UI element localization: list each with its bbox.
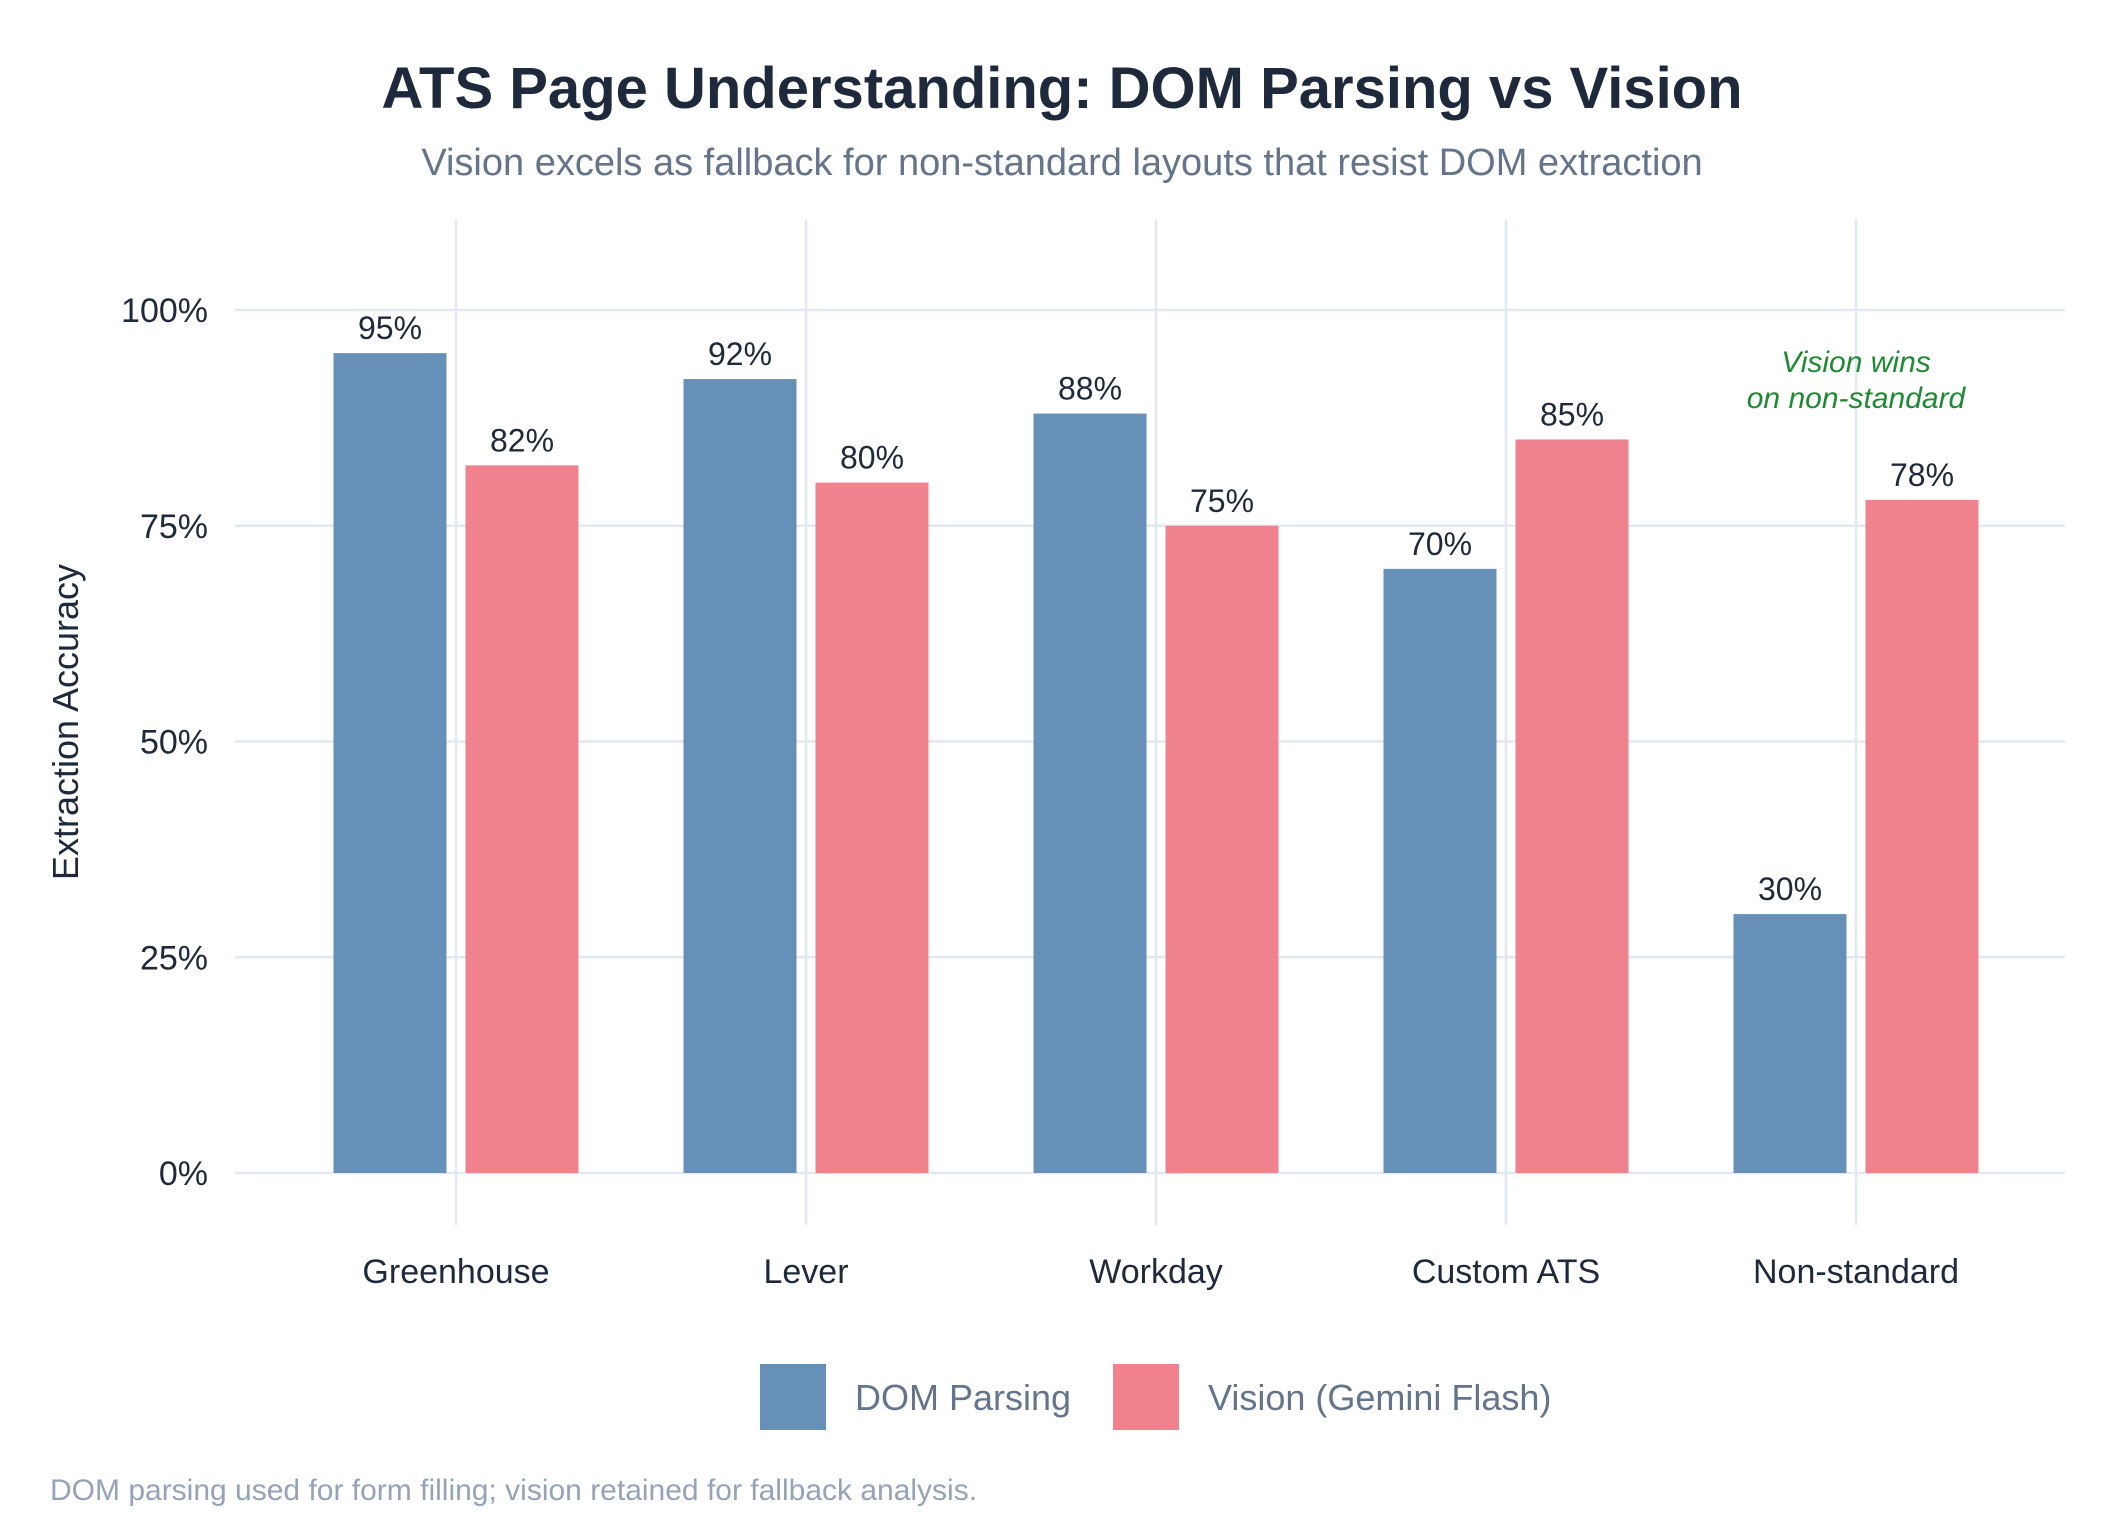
bar-vision-workday xyxy=(1165,525,1279,1173)
bar-vision-lever xyxy=(815,482,929,1174)
data-label: 30% xyxy=(1758,871,1822,907)
chart-title: ATS Page Understanding: DOM Parsing vs V… xyxy=(381,56,1742,121)
y-axis-label: Extraction Accuracy xyxy=(45,564,86,880)
chart-caption: DOM parsing used for form filling; visio… xyxy=(50,1474,977,1507)
data-label: 75% xyxy=(1190,483,1254,519)
bar-dom-workday xyxy=(1033,413,1147,1173)
legend-label: DOM Parsing xyxy=(855,1377,1071,1418)
legend-label: Vision (Gemini Flash) xyxy=(1208,1377,1551,1418)
data-label: 92% xyxy=(708,336,772,372)
data-label: 78% xyxy=(1890,457,1954,493)
y-tick-label: 25% xyxy=(140,939,208,977)
x-tick-label: Greenhouse xyxy=(362,1253,549,1291)
annotation-line: Vision wins xyxy=(1781,346,1931,379)
annotation-line: on non-standard xyxy=(1747,382,1967,415)
legend-item: Vision (Gemini Flash) xyxy=(1113,1364,1551,1430)
bar-vision-non-standard xyxy=(1865,499,1979,1173)
y-axis: 0% 25% 50% 75% 100% xyxy=(121,292,208,1193)
bar-dom-greenhouse xyxy=(333,353,447,1173)
y-tick-label: 50% xyxy=(140,724,208,762)
data-label: 82% xyxy=(490,422,554,458)
bar-vision-greenhouse xyxy=(465,465,579,1174)
x-tick-label: Workday xyxy=(1089,1253,1223,1291)
x-tick-label: Custom ATS xyxy=(1412,1253,1600,1291)
x-axis: Greenhouse Lever Workday Custom ATS Non-stan… xyxy=(362,1253,1959,1291)
y-tick-label: 75% xyxy=(140,508,208,546)
legend: DOM Parsing Vision (Gemini Flash) xyxy=(760,1364,1551,1430)
legend-swatch xyxy=(1113,1364,1179,1430)
legend-swatch xyxy=(760,1364,826,1430)
bar-dom-lever xyxy=(683,379,797,1173)
y-tick-label: 100% xyxy=(121,292,208,330)
bar-dom-custom-ats xyxy=(1383,568,1497,1173)
data-labels: 95% 92% 88% 70% 30% 82% 80% 75% 85% 78% xyxy=(358,310,1954,907)
bar-vision-custom-ats xyxy=(1515,439,1629,1173)
chart-subtitle: Vision excels as fallback for non-standa… xyxy=(421,142,1702,184)
data-label: 95% xyxy=(358,310,422,346)
data-label: 85% xyxy=(1540,396,1604,432)
x-tick-label: Lever xyxy=(763,1253,848,1291)
x-tick-label: Non-standard xyxy=(1753,1253,1959,1291)
bar-dom-non-standard xyxy=(1733,914,1847,1173)
data-label: 80% xyxy=(840,440,904,476)
data-label: 88% xyxy=(1058,371,1122,407)
y-tick-label: 0% xyxy=(159,1155,208,1193)
legend-item: DOM Parsing xyxy=(760,1364,1071,1430)
data-label: 70% xyxy=(1408,526,1472,562)
bars xyxy=(333,353,1979,1174)
